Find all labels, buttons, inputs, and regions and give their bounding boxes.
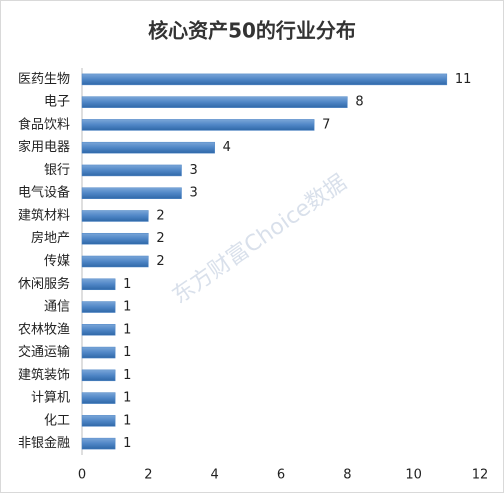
value-label: 1 — [123, 436, 131, 451]
value-label: 2 — [156, 231, 164, 246]
value-label: 2 — [156, 254, 164, 269]
y-tick-label: 电气设备 — [18, 185, 70, 201]
bar — [81, 301, 116, 313]
y-tick-label: 电子 — [44, 95, 70, 110]
bar — [81, 141, 215, 154]
value-label: 4 — [223, 140, 231, 155]
y-tick-label: 家用电器 — [18, 139, 70, 155]
y-tick-label: 交通运输 — [18, 344, 70, 360]
bar — [81, 73, 448, 86]
x-tick-label: 4 — [211, 468, 219, 483]
value-label: 7 — [322, 117, 330, 132]
y-tick-label: 银行 — [44, 163, 70, 178]
bar — [81, 255, 149, 268]
value-label: 1 — [123, 345, 131, 360]
bar — [81, 232, 149, 245]
bar — [81, 164, 182, 177]
y-tick-label: 化工 — [44, 413, 70, 428]
y-tick-label: 非银金融 — [18, 435, 70, 451]
y-tick-label: 农林牧渔 — [18, 322, 70, 337]
bar — [81, 437, 116, 450]
value-label: 2 — [156, 208, 164, 223]
value-label: 11 — [455, 72, 472, 87]
y-tick-label: 计算机 — [31, 391, 70, 406]
value-label: 1 — [123, 368, 131, 383]
value-label: 3 — [190, 186, 198, 201]
value-label: 1 — [123, 277, 131, 292]
y-tick-label: 医药生物 — [18, 72, 70, 87]
bar — [81, 415, 116, 427]
x-tick-label: 6 — [277, 468, 285, 483]
value-label: 3 — [190, 163, 198, 178]
value-label: 1 — [123, 413, 131, 428]
bar — [81, 187, 182, 199]
x-tick-label: 0 — [78, 468, 86, 483]
bar — [81, 369, 116, 382]
y-tick-label: 建筑材料 — [18, 207, 70, 223]
chart-title: 核心资产50的行业分布 — [148, 19, 356, 43]
bar — [81, 324, 116, 336]
value-label: 1 — [123, 322, 131, 337]
x-tick-label: 12 — [472, 468, 489, 483]
value-label: 1 — [123, 300, 131, 315]
y-tick-label: 房地产 — [31, 230, 70, 246]
y-tick-label: 食品饮料 — [18, 116, 70, 132]
bar — [81, 119, 315, 131]
x-tick-label: 10 — [405, 468, 422, 483]
value-label: 8 — [355, 95, 363, 110]
x-tick-label: 2 — [144, 468, 152, 483]
y-tick-label: 休闲服务 — [18, 276, 70, 292]
bar — [81, 210, 149, 222]
value-label: 1 — [123, 391, 131, 406]
y-tick-label: 通信 — [44, 300, 70, 315]
bar — [81, 392, 116, 404]
bar — [81, 346, 116, 359]
bar — [81, 96, 348, 108]
bar — [81, 278, 116, 291]
x-tick-label: 8 — [343, 468, 351, 483]
y-tick-label: 建筑装饰 — [18, 367, 70, 383]
y-tick-label: 传媒 — [44, 254, 70, 269]
